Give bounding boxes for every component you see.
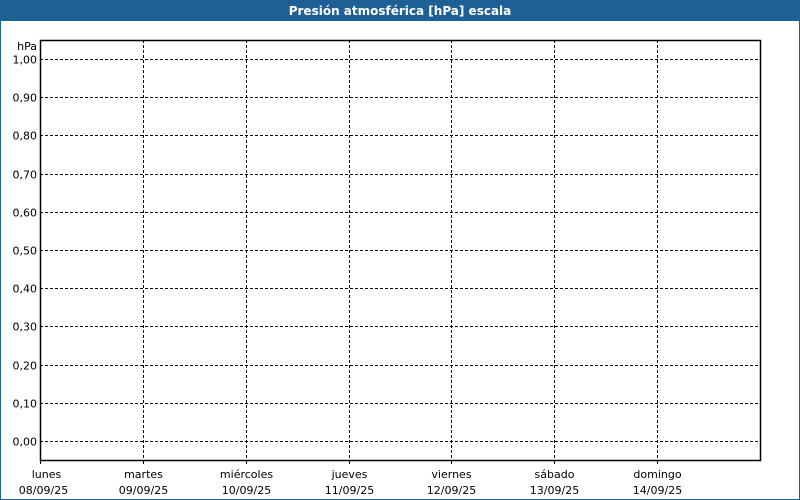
x-tick-date: 14/09/25 <box>633 484 682 497</box>
y-tick-label: 0,10 <box>13 398 38 411</box>
y-axis-label: hPa <box>17 40 37 53</box>
y-tick-label: 0,20 <box>13 360 38 373</box>
x-tick-date: 08/09/25 <box>19 484 68 497</box>
x-tick-day: martes <box>124 468 163 481</box>
y-tick-label: 0,30 <box>13 321 38 334</box>
x-tick-day: viernes <box>431 468 471 481</box>
x-tick-date: 13/09/25 <box>530 484 579 497</box>
y-tick-label: 0,70 <box>13 169 38 182</box>
y-tick-label: 0,60 <box>13 207 38 220</box>
plot-frame <box>39 39 762 462</box>
y-tick-label: 0,00 <box>13 436 38 449</box>
y-tick-label: 0,40 <box>13 283 38 296</box>
x-tick-day: sábado <box>535 468 575 481</box>
x-tick-day: lunes <box>32 468 62 481</box>
y-tick-label: 0,90 <box>13 92 38 105</box>
x-tick-date: 09/09/25 <box>119 484 168 497</box>
x-tick-date: 11/09/25 <box>325 484 374 497</box>
x-tick-date: 10/09/25 <box>222 484 271 497</box>
y-tick-label: 0,80 <box>13 130 38 143</box>
x-tick-day: domingo <box>633 468 681 481</box>
x-tick-day: miércoles <box>220 468 273 481</box>
y-tick-label: 1,00 <box>13 54 38 67</box>
y-tick-label: 0,50 <box>13 245 38 258</box>
x-tick-date: 12/09/25 <box>427 484 476 497</box>
x-tick-day: jueves <box>331 468 368 481</box>
chart-title: Presión atmosférica [hPa] escala <box>1 1 799 21</box>
